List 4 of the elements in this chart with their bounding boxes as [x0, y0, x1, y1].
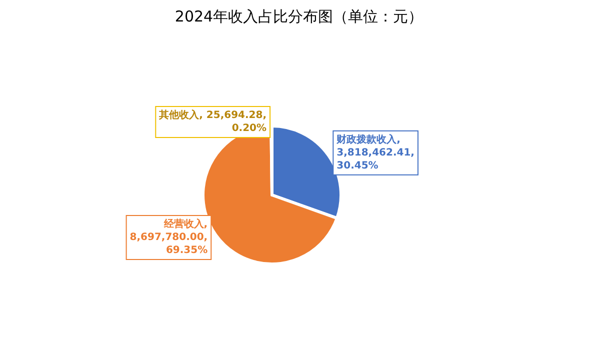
slice-label: 其他收入, 25,694.28, 0.20%	[158, 109, 267, 134]
chart-title: 2024年收入占比分布图（单位：元）	[174, 8, 424, 26]
slice-label: 财政拨款收入, 3,818,462.41, 30.45%	[336, 133, 414, 172]
slice-label: 经营收入, 8,697,780.00, 69.35%	[130, 218, 208, 256]
